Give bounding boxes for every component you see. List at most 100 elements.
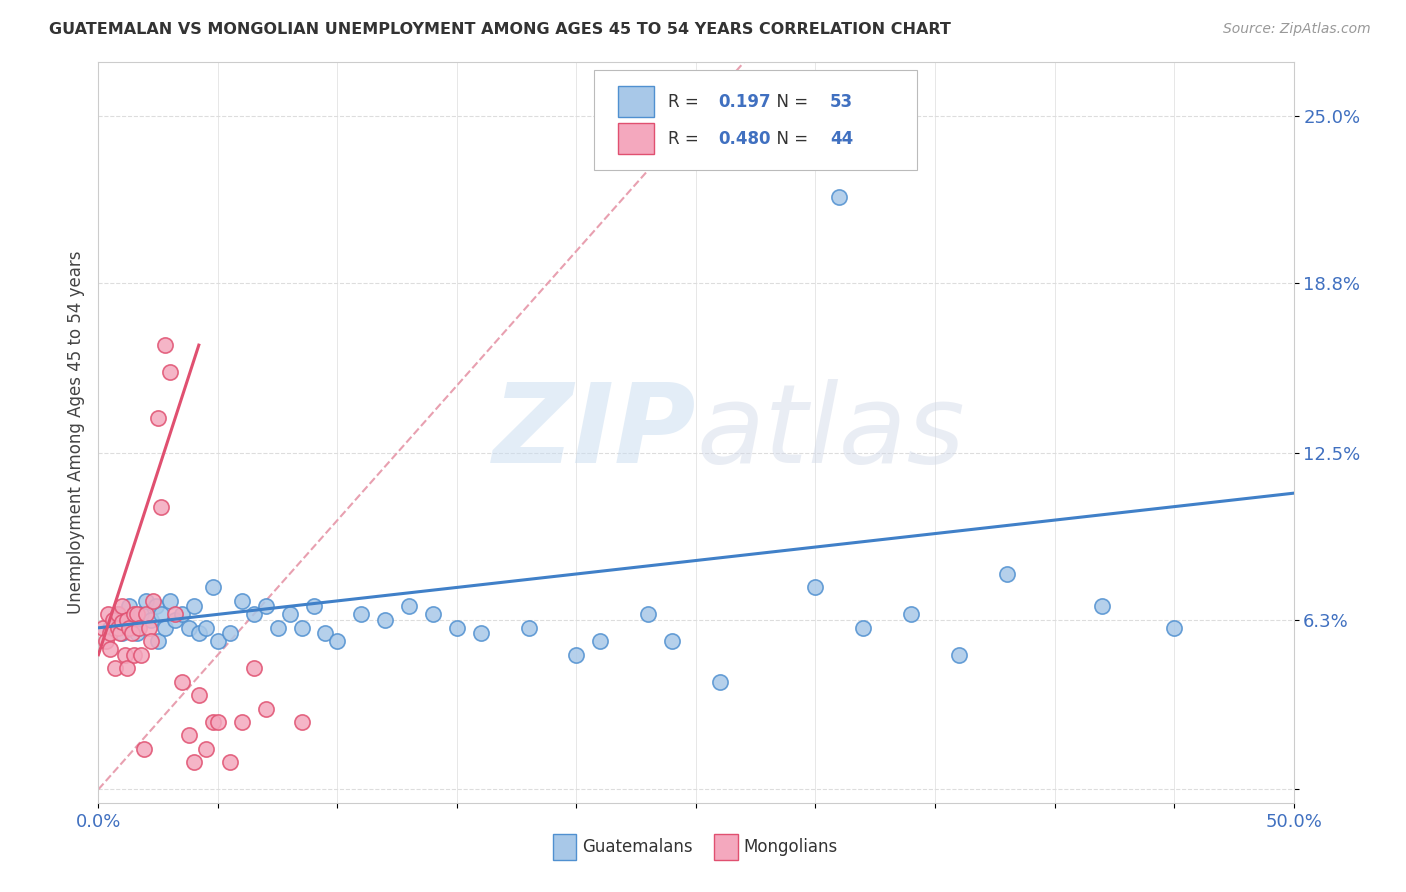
Point — [91, 621, 114, 635]
Point — [111, 626, 134, 640]
Point — [149, 607, 172, 622]
Point — [637, 607, 659, 622]
Point — [183, 756, 205, 770]
Point — [565, 648, 588, 662]
Point — [470, 626, 492, 640]
Point — [219, 626, 242, 640]
Point — [131, 607, 153, 622]
Point — [195, 621, 218, 635]
Point — [172, 674, 194, 689]
Point — [374, 613, 396, 627]
Point — [302, 599, 325, 614]
Point — [111, 615, 134, 630]
Point — [243, 607, 266, 622]
Point — [219, 756, 242, 770]
Point — [107, 607, 129, 622]
Point — [243, 661, 266, 675]
Text: Guatemalans: Guatemalans — [582, 838, 693, 856]
Text: 44: 44 — [830, 129, 853, 148]
Point — [179, 621, 201, 635]
Point — [101, 613, 124, 627]
FancyBboxPatch shape — [619, 123, 654, 154]
Point — [131, 648, 153, 662]
Point — [97, 607, 120, 622]
Point — [995, 566, 1018, 581]
Point — [139, 613, 162, 627]
Point — [121, 626, 143, 640]
Point — [589, 634, 612, 648]
Point — [115, 613, 138, 627]
Point — [948, 648, 970, 662]
FancyBboxPatch shape — [595, 70, 917, 169]
Point — [254, 701, 277, 715]
Point — [267, 621, 290, 635]
Point — [108, 626, 131, 640]
Point — [118, 621, 141, 635]
Point — [115, 613, 138, 627]
Point — [163, 607, 186, 622]
Point — [155, 338, 177, 352]
FancyBboxPatch shape — [553, 834, 576, 860]
Point — [125, 607, 148, 622]
Point — [709, 674, 731, 689]
Point — [98, 621, 122, 635]
Text: 0.197: 0.197 — [718, 93, 772, 111]
Point — [124, 621, 146, 635]
Point — [207, 634, 229, 648]
Point — [804, 581, 827, 595]
Point — [142, 594, 165, 608]
Point — [422, 607, 444, 622]
Point — [828, 190, 851, 204]
Point — [446, 621, 468, 635]
Point — [115, 661, 138, 675]
Text: R =: R = — [668, 93, 704, 111]
Point — [138, 621, 160, 635]
Point — [207, 714, 229, 729]
Point — [1091, 599, 1114, 614]
Point — [350, 607, 373, 622]
Point — [132, 742, 155, 756]
Point — [104, 661, 127, 675]
Text: Source: ZipAtlas.com: Source: ZipAtlas.com — [1223, 22, 1371, 37]
Point — [852, 621, 875, 635]
Point — [517, 621, 540, 635]
Point — [187, 688, 209, 702]
Point — [172, 607, 194, 622]
Text: ZIP: ZIP — [492, 379, 696, 486]
Point — [159, 365, 181, 379]
Point — [315, 626, 337, 640]
Point — [94, 634, 117, 648]
Point — [195, 742, 218, 756]
Point — [183, 599, 205, 614]
Point — [326, 634, 349, 648]
Point — [124, 648, 146, 662]
Point — [900, 607, 922, 622]
Point — [118, 599, 141, 614]
Text: Mongolians: Mongolians — [744, 838, 838, 856]
Point — [148, 634, 170, 648]
Point — [128, 621, 150, 635]
Point — [125, 626, 148, 640]
Text: N =: N = — [766, 93, 814, 111]
Text: N =: N = — [766, 129, 814, 148]
Point — [107, 607, 129, 622]
Text: atlas: atlas — [696, 379, 965, 486]
Point — [291, 621, 314, 635]
Point — [98, 642, 122, 657]
FancyBboxPatch shape — [714, 834, 738, 860]
Point — [231, 714, 253, 729]
Point — [202, 714, 225, 729]
Point — [398, 599, 420, 614]
Point — [114, 648, 136, 662]
Point — [231, 594, 253, 608]
Point — [135, 607, 157, 622]
Point — [254, 599, 277, 614]
Text: GUATEMALAN VS MONGOLIAN UNEMPLOYMENT AMONG AGES 45 TO 54 YEARS CORRELATION CHART: GUATEMALAN VS MONGOLIAN UNEMPLOYMENT AMO… — [49, 22, 950, 37]
Point — [148, 410, 170, 425]
Y-axis label: Unemployment Among Ages 45 to 54 years: Unemployment Among Ages 45 to 54 years — [66, 251, 84, 615]
Point — [155, 621, 177, 635]
Text: 0.480: 0.480 — [718, 129, 770, 148]
Text: 53: 53 — [830, 93, 853, 111]
Point — [179, 729, 201, 743]
Text: R =: R = — [668, 129, 704, 148]
